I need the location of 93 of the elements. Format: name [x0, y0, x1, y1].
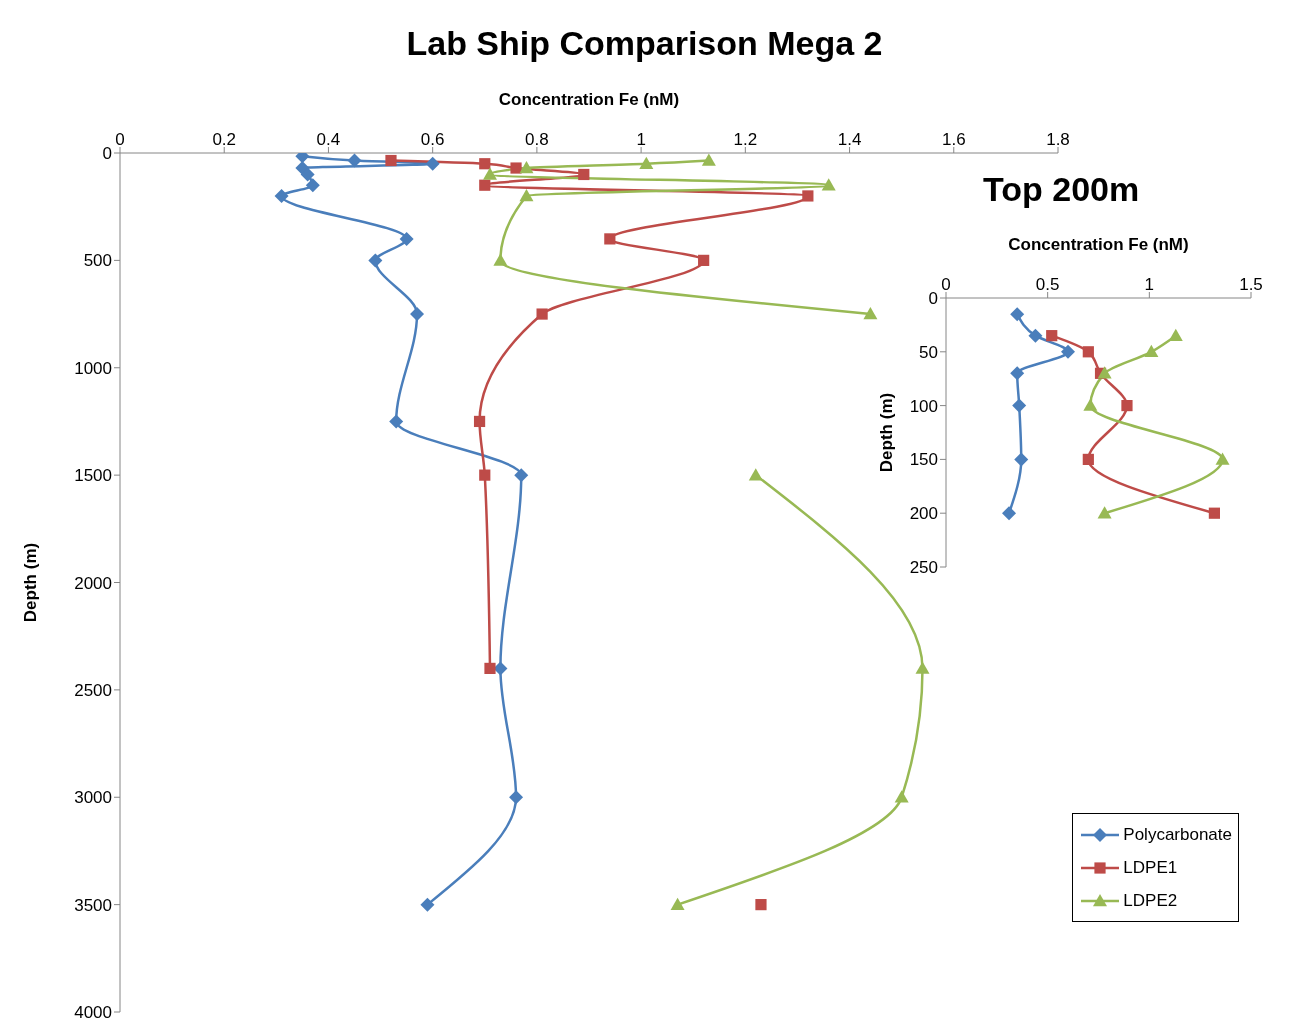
y-tick-label: 250	[909, 558, 938, 578]
point	[399, 231, 414, 246]
point	[915, 661, 930, 674]
x-axis-title: Concentration Fe (nM)	[1008, 235, 1189, 255]
point	[1208, 507, 1220, 519]
point	[368, 253, 383, 268]
point	[389, 414, 404, 429]
x-axis-title: Concentration Fe (nM)	[498, 90, 680, 110]
point	[698, 254, 710, 266]
point	[410, 307, 425, 322]
x-tick-label: 0.2	[212, 130, 237, 149]
x-tick-label: 1.4	[837, 130, 862, 149]
point	[1046, 330, 1058, 342]
point	[1097, 366, 1112, 379]
legend-label: LDPE1	[1123, 857, 1178, 878]
point	[1097, 506, 1112, 519]
x-tick-label: 0.8	[525, 130, 549, 149]
y-tick-label: 2500	[74, 680, 112, 700]
point	[670, 897, 685, 910]
point	[482, 167, 497, 180]
y-tick-label: 200	[909, 504, 938, 524]
x-tick-label: 1.6	[941, 130, 966, 149]
x-tick-label: 1	[636, 130, 646, 149]
point	[1215, 452, 1230, 465]
x-tick-label: 0	[115, 130, 125, 149]
y-tick-label: 0	[102, 144, 112, 164]
point	[536, 308, 548, 320]
y-axis-title: Depth (m)	[21, 542, 41, 623]
point	[755, 899, 767, 911]
point	[894, 790, 909, 803]
x-tick-label: 1.8	[1046, 130, 1070, 149]
y-tick-label: 150	[909, 450, 938, 470]
y-tick-label: 500	[83, 251, 112, 271]
point	[1168, 328, 1183, 341]
legend-label: Polycarbonate	[1123, 824, 1232, 845]
point	[479, 469, 491, 481]
x-tick-label: 1.5	[1239, 275, 1263, 294]
point	[1082, 453, 1094, 465]
point	[578, 168, 590, 181]
point	[479, 179, 491, 191]
point	[604, 233, 616, 245]
y-tick-label: 4000	[74, 1003, 112, 1023]
point	[519, 188, 534, 202]
point	[347, 153, 362, 168]
point	[1028, 328, 1043, 343]
point	[1012, 398, 1027, 413]
point	[509, 790, 524, 805]
point	[510, 162, 522, 174]
point	[519, 161, 534, 174]
chart-title: Lab Ship Comparison Mega 2	[405, 24, 884, 63]
point	[425, 156, 440, 171]
x-tick-label: 0	[941, 275, 951, 294]
point	[748, 468, 763, 481]
x-tick-label: 0.4	[316, 130, 341, 149]
point	[1010, 307, 1025, 322]
legend-label: LDPE2	[1123, 890, 1178, 911]
point	[1061, 344, 1075, 359]
y-tick-label: 100	[909, 396, 938, 416]
point	[1083, 398, 1098, 411]
point	[1010, 366, 1025, 381]
point	[863, 307, 878, 320]
y-tick-label: 3500	[74, 895, 112, 915]
point	[514, 468, 529, 483]
y-tick-label: 1500	[74, 466, 112, 486]
x-tick-label: 1	[1144, 275, 1155, 294]
y-tick-label: 50	[919, 342, 938, 362]
chart-title: Top 200m	[983, 170, 1140, 209]
y-axis-title: Depth (m)	[877, 392, 897, 473]
y-tick-label: 1000	[74, 358, 112, 378]
point	[821, 178, 836, 191]
y-tick-label: 3000	[74, 788, 112, 808]
point	[1002, 506, 1017, 521]
point	[639, 156, 654, 169]
point	[802, 190, 814, 202]
point	[701, 153, 716, 166]
point	[479, 158, 491, 170]
point	[1144, 344, 1159, 358]
point	[1121, 400, 1133, 412]
point	[385, 154, 397, 167]
point	[305, 178, 320, 193]
x-tick-label: 0.6	[420, 130, 445, 149]
point	[1082, 346, 1094, 358]
point	[493, 253, 508, 266]
y-tick-label: 2000	[74, 573, 112, 593]
point	[484, 662, 496, 674]
point	[300, 167, 315, 182]
point	[473, 415, 486, 428]
point	[420, 897, 435, 912]
point	[274, 188, 289, 203]
y-tick-label: 0	[928, 289, 938, 309]
point	[1014, 452, 1029, 467]
x-tick-label: 1.2	[733, 130, 758, 149]
x-tick-label: 0.5	[1035, 275, 1060, 294]
